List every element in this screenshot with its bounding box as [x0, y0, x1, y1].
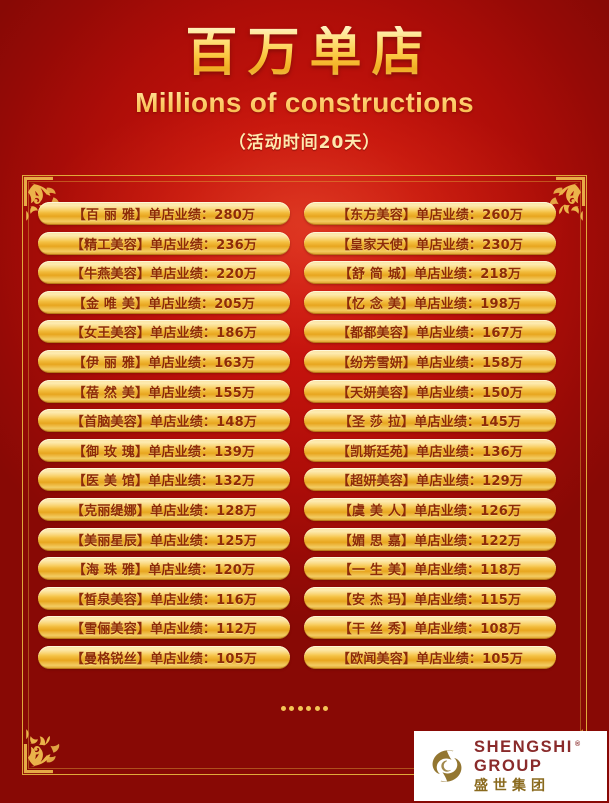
store-performance-label: 【美丽星辰】单店业绩：125万: [70, 533, 258, 549]
store-performance-label: 【媚 思 嘉】单店业绩：122万: [338, 533, 522, 549]
logo-brand-cn: 盛世集团: [474, 778, 550, 794]
store-performance-pill[interactable]: 【曼格锐丝】单店业绩：105万: [38, 645, 290, 669]
poster-header: 百万单店 Millions of constructions （活动时间20天）: [0, 0, 609, 153]
store-performance-list: 【百 丽 雅】单店业绩：280万 【精工美容】单店业绩：236万 【牛燕美容】单店业…: [38, 202, 571, 669]
store-performance-pill[interactable]: 【御 玫 瑰】单店业绩：139万: [38, 438, 290, 462]
store-performance-label: 【医 美 馆】单店业绩：132万: [72, 474, 256, 490]
logo-line-2: GROUP: [474, 756, 543, 775]
store-performance-label: 【虞 美 人】单店业绩：126万: [338, 503, 522, 519]
registered-trademark-icon: ®: [574, 740, 582, 748]
store-performance-pill[interactable]: 【海 珠 雅】单店业绩：120万: [38, 557, 290, 581]
store-performance-label: 【欧闻美容】单店业绩：105万: [336, 651, 524, 667]
store-performance-label: 【精工美容】单店业绩：236万: [70, 237, 258, 253]
store-performance-label: 【曼格锐丝】单店业绩：105万: [70, 651, 258, 667]
store-performance-pill[interactable]: 【美丽星辰】单店业绩：125万: [38, 527, 290, 551]
store-performance-label: 【御 玫 瑰】单店业绩：139万: [72, 444, 256, 460]
store-performance-label: 【雪俪美容】单店业绩：112万: [70, 622, 258, 638]
shengshi-leaf-icon: [426, 745, 468, 787]
store-performance-label: 【圣 莎 拉】单店业绩：145万: [338, 415, 522, 431]
store-performance-pill[interactable]: 【超妍美容】单店业绩：129万: [304, 468, 556, 492]
store-performance-label: 【干 丝 秀】单店业绩：108万: [338, 622, 522, 638]
store-performance-pill[interactable]: 【女王美容】单店业绩：186万: [38, 320, 290, 344]
store-performance-label: 【都都美容】单店业绩：167万: [336, 326, 524, 342]
store-performance-label: 【安 杰 玛】单店业绩：115万: [338, 592, 522, 608]
store-performance-pill[interactable]: 【牛燕美容】单店业绩：220万: [38, 261, 290, 285]
store-performance-label: 【凯斯廷苑】单店业绩：136万: [336, 444, 524, 460]
logo-line-1: SHENGSHI ®: [474, 739, 582, 756]
store-performance-label: 【东方美容】单店业绩：260万: [336, 208, 524, 223]
store-performance-pill[interactable]: 【雪俪美容】单店业绩：112万: [38, 616, 290, 640]
store-performance-label: 【纷芳雪妍】单店业绩：158万: [336, 355, 524, 371]
store-performance-pill[interactable]: 【皙泉美容】单店业绩：116万: [38, 586, 290, 610]
store-performance-pill[interactable]: 【凯斯廷苑】单店业绩：136万: [304, 438, 556, 462]
store-performance-label: 【一 生 美】单店业绩：118万: [338, 563, 522, 579]
content-frame-inner-line: [28, 181, 581, 769]
store-performance-label: 【舒 简 城】单店业绩：218万: [338, 267, 522, 283]
store-performance-pill[interactable]: 【一 生 美】单店业绩：118万: [304, 557, 556, 581]
ellipsis-dot: [314, 706, 320, 711]
store-performance-label: 【金 唯 美】单店业绩：205万: [72, 296, 256, 312]
store-performance-label: 【百 丽 雅】单店业绩：280万: [72, 208, 256, 223]
store-performance-pill[interactable]: 【都都美容】单店业绩：167万: [304, 320, 556, 344]
store-performance-label: 【女王美容】单店业绩：186万: [70, 326, 258, 342]
store-performance-pill[interactable]: 【天妍美容】单店业绩：150万: [304, 379, 556, 403]
store-performance-label: 【克丽缇娜】单店业绩：128万: [70, 503, 258, 519]
store-performance-label: 【牛燕美容】单店业绩：220万: [70, 267, 258, 283]
ellipsis-dot: [280, 706, 286, 711]
store-performance-label: 【忆 念 美】单店业绩：198万: [338, 296, 522, 312]
ellipsis-dot: [306, 706, 312, 711]
store-performance-pill[interactable]: 【安 杰 玛】单店业绩：115万: [304, 586, 556, 610]
page-title: 百万单店: [0, 25, 609, 81]
ellipsis-separator: [0, 706, 609, 711]
store-performance-pill[interactable]: 【东方美容】单店业绩：260万: [304, 202, 556, 225]
store-performance-label: 【伊 丽 雅】单店业绩：163万: [72, 355, 256, 371]
store-performance-pill[interactable]: 【蓓 然 美】单店业绩：155万: [38, 379, 290, 403]
store-performance-label: 【首脑美容】单店业绩：148万: [70, 415, 258, 431]
store-performance-pill[interactable]: 【伊 丽 雅】单店业绩：163万: [38, 349, 290, 373]
store-performance-pill[interactable]: 【欧闻美容】单店业绩：105万: [304, 645, 556, 669]
store-performance-pill[interactable]: 【医 美 馆】单店业绩：132万: [38, 468, 290, 492]
store-performance-pill[interactable]: 【舒 简 城】单店业绩：218万: [304, 261, 556, 285]
ellipsis-dot: [289, 706, 295, 711]
store-performance-label: 【皙泉美容】单店业绩：116万: [70, 592, 258, 608]
store-performance-pill[interactable]: 【纷芳雪妍】单店业绩：158万: [304, 349, 556, 373]
ellipsis-dot: [297, 706, 303, 711]
store-performance-label: 【蓓 然 美】单店业绩：155万: [72, 385, 256, 401]
store-performance-pill[interactable]: 【精工美容】单店业绩：236万: [38, 231, 290, 255]
store-performance-label: 【超妍美容】单店业绩：129万: [336, 474, 524, 490]
store-list-right-column: 【东方美容】单店业绩：260万 【皇家天使】单店业绩：230万 【舒 简 城】单店业…: [304, 202, 556, 669]
company-logo: SHENGSHI ® GROUP 盛世集团: [414, 731, 607, 801]
store-performance-pill[interactable]: 【忆 念 美】单店业绩：198万: [304, 290, 556, 314]
store-performance-pill[interactable]: 【克丽缇娜】单店业绩：128万: [38, 497, 290, 521]
store-performance-pill[interactable]: 【干 丝 秀】单店业绩：108万: [304, 616, 556, 640]
store-performance-pill[interactable]: 【媚 思 嘉】单店业绩：122万: [304, 527, 556, 551]
store-performance-label: 【海 珠 雅】单店业绩：120万: [72, 563, 256, 579]
store-performance-pill[interactable]: 【金 唯 美】单店业绩：205万: [38, 290, 290, 314]
store-performance-pill[interactable]: 【圣 莎 拉】单店业绩：145万: [304, 409, 556, 433]
store-performance-pill[interactable]: 【皇家天使】单店业绩：230万: [304, 231, 556, 255]
store-performance-label: 【天妍美容】单店业绩：150万: [336, 385, 524, 401]
store-performance-pill[interactable]: 【虞 美 人】单店业绩：126万: [304, 497, 556, 521]
store-list-left-column: 【百 丽 雅】单店业绩：280万 【精工美容】单店业绩：236万 【牛燕美容】单店业…: [38, 202, 290, 669]
store-performance-label: 【皇家天使】单店业绩：230万: [336, 237, 524, 253]
ellipsis-dot: [323, 706, 329, 711]
store-performance-pill[interactable]: 【首脑美容】单店业绩：148万: [38, 409, 290, 433]
campaign-duration: （活动时间20天）: [228, 133, 381, 154]
logo-text-block: SHENGSHI ® GROUP 盛世集团: [474, 739, 582, 793]
logo-brand-en: SHENGSHI: [474, 738, 573, 756]
page-subtitle-english: Millions of constructions: [0, 87, 609, 119]
store-performance-pill[interactable]: 【百 丽 雅】单店业绩：280万: [38, 202, 290, 225]
